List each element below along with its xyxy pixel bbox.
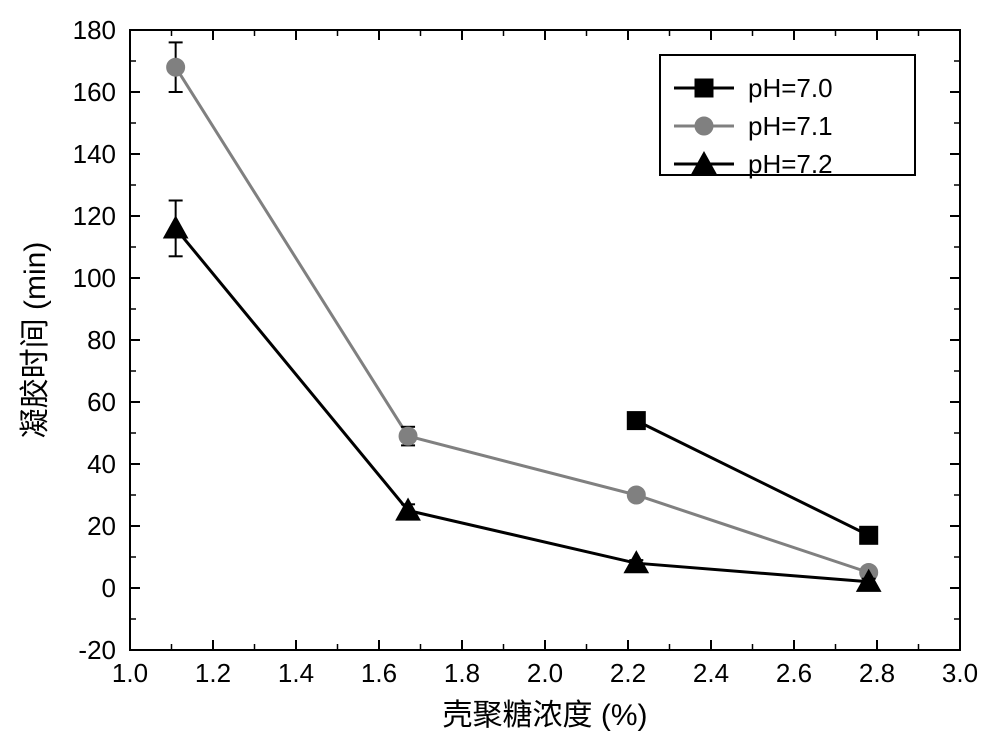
y-tick-label: 60 bbox=[87, 387, 116, 417]
legend-label: pH=7.1 bbox=[748, 111, 833, 141]
y-tick-label: -20 bbox=[78, 635, 116, 665]
x-tick-label: 2.6 bbox=[776, 658, 812, 688]
legend: pH=7.0 pH=7.1 pH=7.2 bbox=[660, 55, 915, 179]
chart-svg: 1.0 1.2 1.4 1.6 1.8 2.0 2.2 2.4 2.6 2.8 3.0 -20 0 20 4… bbox=[0, 0, 1000, 749]
y-tick-label: 180 bbox=[73, 15, 116, 45]
x-tick-label: 1.0 bbox=[112, 658, 148, 688]
series-pH=7.0 bbox=[627, 412, 877, 545]
series-line bbox=[176, 228, 869, 581]
marker-circle bbox=[627, 486, 645, 504]
y-tick-label: 0 bbox=[102, 573, 116, 603]
marker-circle bbox=[167, 58, 185, 76]
marker-square bbox=[627, 412, 645, 430]
legend-label: pH=7.0 bbox=[748, 73, 833, 103]
x-tick-label: 1.4 bbox=[278, 658, 314, 688]
x-tick-label: 1.6 bbox=[361, 658, 397, 688]
x-tick-label: 3.0 bbox=[942, 658, 978, 688]
y-tick-label: 80 bbox=[87, 325, 116, 355]
x-tick-label: 2.2 bbox=[610, 658, 646, 688]
series-pH=7.2 bbox=[164, 201, 881, 592]
y-tick-label: 100 bbox=[73, 263, 116, 293]
x-tick-label: 2.8 bbox=[859, 658, 895, 688]
y-tick-label: 120 bbox=[73, 201, 116, 231]
y-tick-label: 140 bbox=[73, 139, 116, 169]
marker-circle bbox=[399, 427, 417, 445]
marker-square bbox=[695, 79, 713, 97]
x-axis-title: 壳聚糖浓度 (%) bbox=[443, 699, 648, 732]
y-tick-label: 160 bbox=[73, 77, 116, 107]
series-line bbox=[176, 67, 869, 572]
chart-container: 1.0 1.2 1.4 1.6 1.8 2.0 2.2 2.4 2.6 2.8 3.0 -20 0 20 4… bbox=[0, 0, 1000, 749]
marker-square bbox=[860, 526, 878, 544]
x-tick-label: 2.0 bbox=[527, 658, 563, 688]
legend-label: pH=7.2 bbox=[748, 149, 833, 179]
marker-circle bbox=[695, 117, 713, 135]
marker-triangle bbox=[164, 216, 188, 238]
x-tick-label: 1.2 bbox=[195, 658, 231, 688]
y-tick-label: 20 bbox=[87, 511, 116, 541]
series-line bbox=[636, 421, 868, 536]
y-axis-title: 凝胶时间 (min) bbox=[19, 242, 52, 439]
x-tick-label: 2.4 bbox=[693, 658, 729, 688]
x-tick-label: 1.8 bbox=[444, 658, 480, 688]
y-tick-label: 40 bbox=[87, 449, 116, 479]
plot-border bbox=[130, 30, 960, 650]
